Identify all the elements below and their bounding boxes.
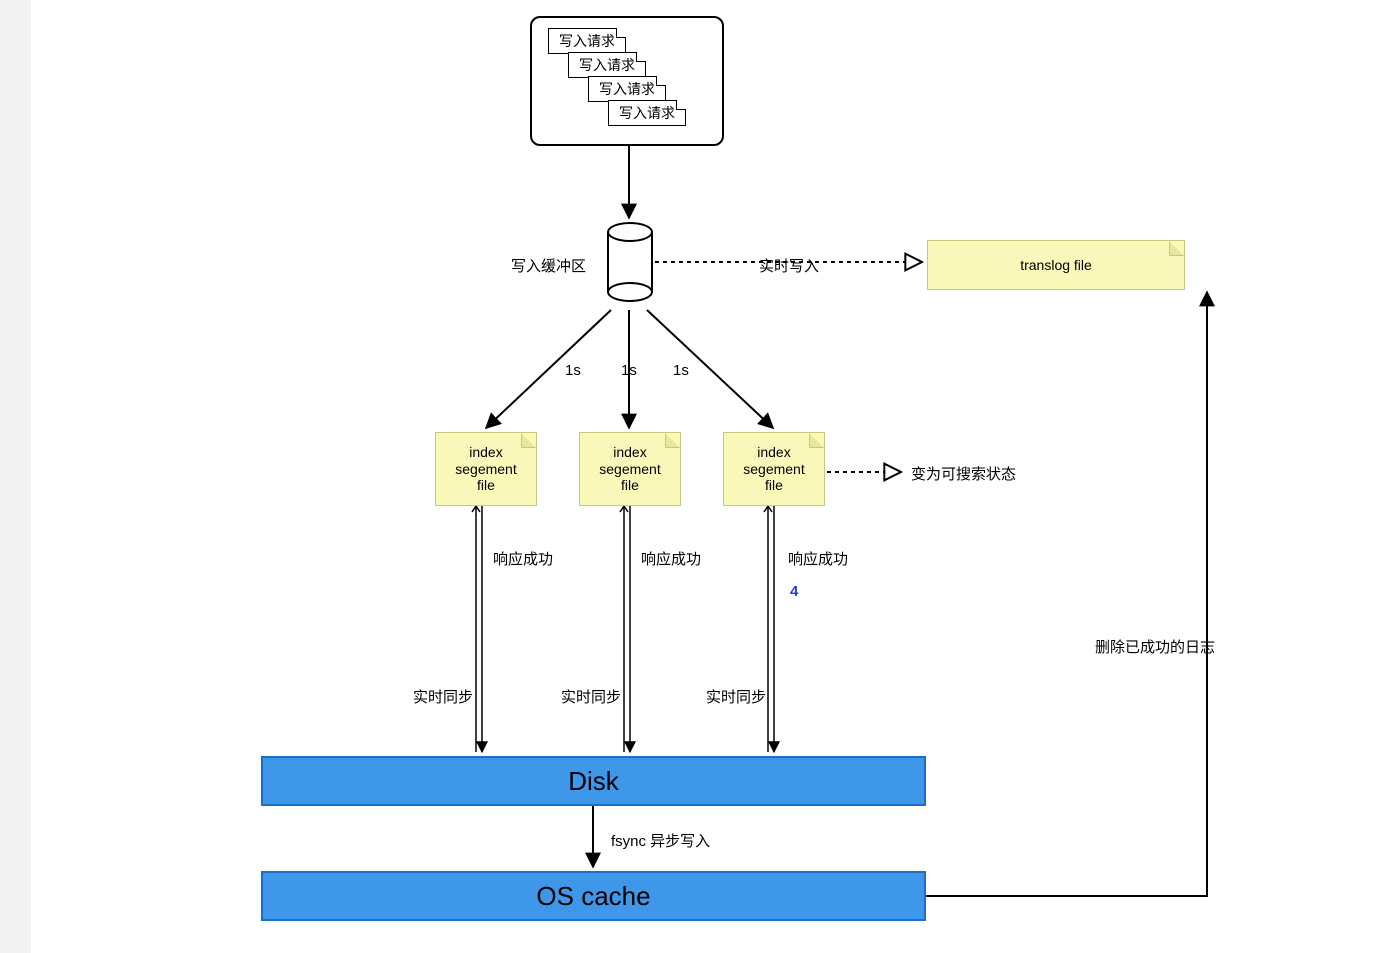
oscache-label: OS cache	[536, 881, 650, 912]
response-success-1: 响应成功	[493, 548, 553, 569]
segment-text: indexsegementfile	[743, 444, 804, 494]
write-request-card: 写入请求	[588, 76, 666, 102]
searchable-label: 变为可搜索状态	[911, 463, 1016, 484]
segment-text: indexsegementfile	[455, 444, 516, 494]
write-request-stack: 写入请求写入请求写入请求写入请求	[530, 16, 724, 146]
interval-label-3: 1s	[673, 362, 689, 379]
realtime-write-label: 实时写入	[759, 255, 819, 276]
segment-text: indexsegementfile	[599, 444, 660, 494]
flow-diagram: 写入请求写入请求写入请求写入请求 写入缓冲区 translog file 实时写…	[31, 0, 1394, 953]
accent-number: 4	[790, 583, 798, 600]
disk-box: Disk	[261, 756, 926, 806]
segment-note-2: indexsegementfile	[579, 432, 681, 506]
realtime-sync-2: 实时同步	[561, 686, 621, 707]
sidebar-strip	[0, 0, 31, 953]
fsync-label: fsync 异步写入	[611, 830, 710, 851]
buffer-label: 写入缓冲区	[511, 255, 586, 276]
response-success-2: 响应成功	[641, 548, 701, 569]
interval-label-2: 1s	[621, 362, 637, 379]
segment-note-1: indexsegementfile	[435, 432, 537, 506]
realtime-sync-3: 实时同步	[706, 686, 766, 707]
disk-label: Disk	[568, 766, 619, 797]
write-buffer-cylinder	[607, 222, 653, 302]
segment-note-3: indexsegementfile	[723, 432, 825, 506]
oscache-box: OS cache	[261, 871, 926, 921]
response-success-3: 响应成功	[788, 548, 848, 569]
interval-label-1: 1s	[565, 362, 581, 379]
translog-text: translog file	[1020, 257, 1092, 274]
delete-log-label: 删除已成功的日志	[1095, 636, 1215, 657]
write-request-card: 写入请求	[568, 52, 646, 78]
translog-note: translog file	[927, 240, 1185, 290]
write-request-card: 写入请求	[608, 100, 686, 126]
realtime-sync-1: 实时同步	[413, 686, 473, 707]
write-request-card: 写入请求	[548, 28, 626, 54]
